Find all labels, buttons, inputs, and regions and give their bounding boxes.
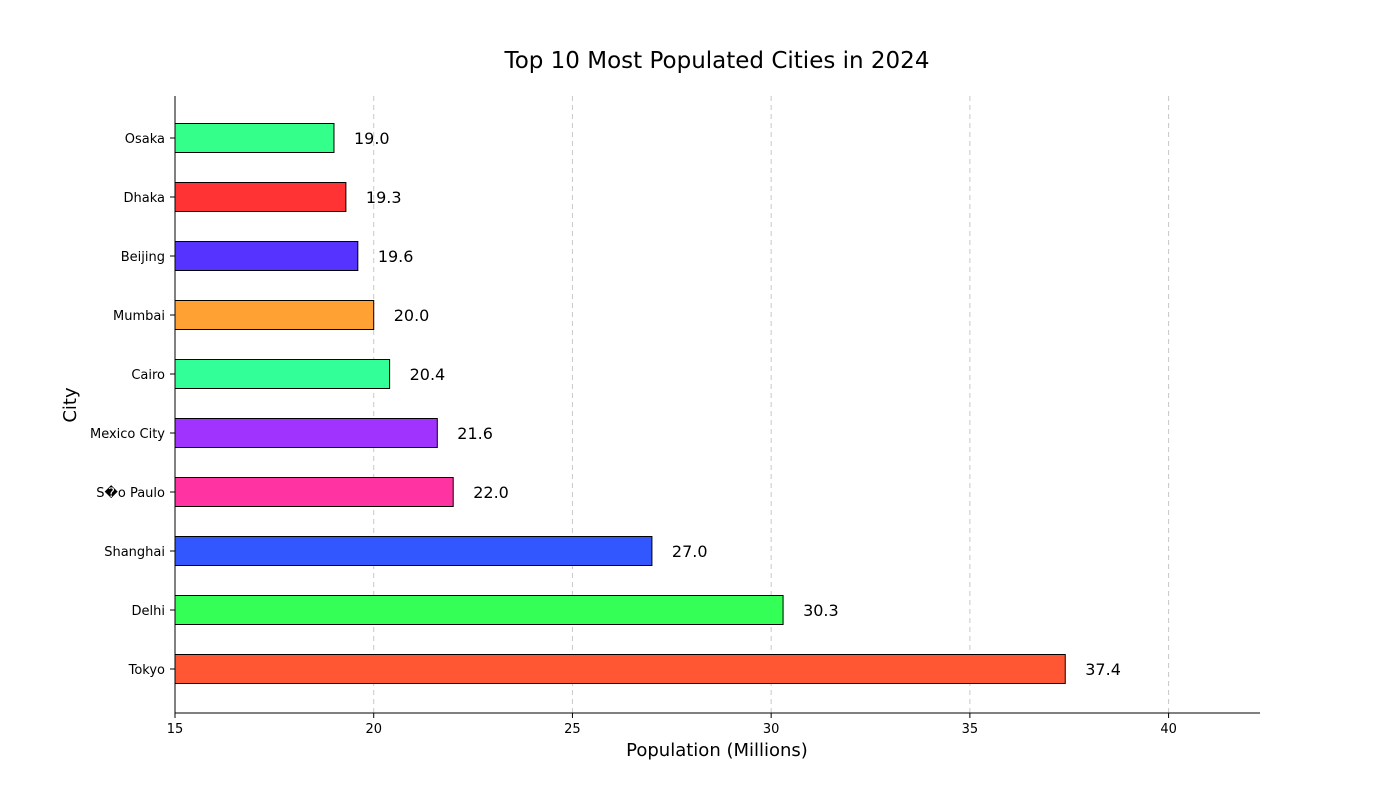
data-label: 20.4: [410, 365, 446, 384]
x-tick-label: 15: [167, 722, 184, 737]
category-label: Mexico City: [90, 427, 165, 442]
category-label: Mumbai: [113, 309, 165, 324]
bar: [174, 182, 347, 212]
bar: [174, 654, 1066, 684]
category-label: Beijing: [121, 250, 165, 265]
x-tick-label: 40: [1160, 722, 1177, 737]
category-label: Dhaka: [124, 191, 165, 206]
bar: [174, 359, 391, 389]
chart-title: Top 10 Most Populated Cities in 2024: [504, 48, 930, 74]
y-category-labels: Tokyo Delhi Shanghai S�o Paulo Mexico City Ca…: [90, 132, 175, 678]
x-tick-label: 30: [763, 722, 780, 737]
data-label: 19.0: [354, 129, 390, 148]
bars: [174, 123, 1066, 684]
data-label: 19.6: [378, 247, 414, 266]
data-label: 30.3: [803, 601, 839, 620]
bar: [174, 300, 375, 330]
category-label: Cairo: [131, 368, 165, 383]
x-tick-label: 35: [962, 722, 979, 737]
bar: [174, 418, 438, 448]
category-label: S�o Paulo: [96, 484, 165, 501]
data-label: 22.0: [473, 483, 509, 502]
data-labels: 37.4 30.3 27.0 22.0 21.6 20.4 20.0 19.6 19.3 19.0: [354, 129, 1121, 679]
data-label: 21.6: [457, 424, 493, 443]
y-axis-label: City: [60, 387, 81, 423]
x-tick-labels: 15 20 25 30 35 40: [167, 713, 1177, 737]
bar: [174, 123, 335, 153]
category-label: Tokyo: [128, 663, 165, 678]
x-tick-label: 25: [564, 722, 581, 737]
x-tick-label: 20: [365, 722, 382, 737]
category-label: Osaka: [125, 132, 165, 147]
bar: [174, 536, 653, 566]
x-axis-label: Population (Millions): [626, 740, 808, 761]
bar: [174, 477, 454, 507]
bar: [174, 241, 359, 271]
bar: [174, 595, 784, 625]
data-label: 27.0: [672, 542, 708, 561]
data-label: 20.0: [394, 306, 430, 325]
data-label: 37.4: [1085, 660, 1121, 679]
category-label: Shanghai: [104, 545, 165, 560]
data-label: 19.3: [366, 188, 402, 207]
category-label: Delhi: [132, 604, 165, 619]
